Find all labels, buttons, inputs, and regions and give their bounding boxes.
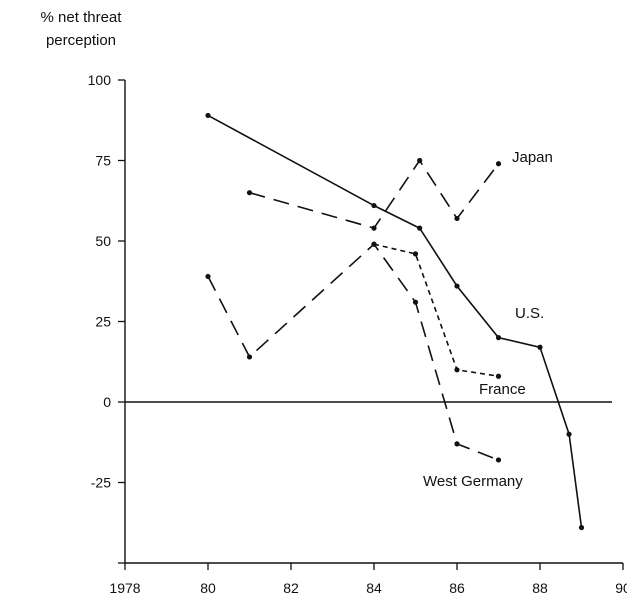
data-point-france [412,251,419,257]
data-point-west-germany [371,241,377,247]
data-point-france [454,367,460,373]
data-point-u-s [495,335,502,341]
data-point-japan [417,157,423,164]
data-point-france [495,373,502,379]
data-point-u-s [205,112,211,119]
data-point-west-germany [205,273,211,280]
y-tick-label: 0 [103,394,111,410]
data-point-west-germany [495,457,502,463]
y-axis-label-text: % net threat perception [40,9,122,49]
series-line-france [373,243,499,377]
data-point-u-s [454,283,460,289]
series-label-u-s: U.S. [515,305,544,322]
y-tick-label: 50 [95,233,111,249]
data-point-u-s [537,344,543,350]
series-label-japan: Japan [512,149,553,166]
data-point-west-germany [454,441,460,447]
data-point-japan [454,215,460,222]
series-label-france: France [479,381,526,398]
x-tick-label: 88 [532,580,548,596]
series-points [205,112,585,531]
data-point-west-germany [412,299,419,305]
data-point-u-s [371,202,377,209]
data-point-japan [495,161,502,167]
y-tick-label: -25 [91,475,111,491]
series-labels: U.S. Japan France West Germany [423,149,553,490]
y-axis-label: % net threat perception [6,6,156,52]
x-tick-label: 1978 [109,580,140,596]
y-tick-label: 25 [95,314,111,330]
x-tick-label: 80 [200,580,216,596]
series-line-west-germany [207,243,499,461]
data-point-japan [246,190,253,196]
data-point-u-s [417,225,423,231]
series-label-west-germany: West Germany [423,473,523,490]
y-tick-label: 100 [88,72,112,88]
data-point-u-s [578,524,585,531]
data-point-japan [371,225,377,231]
x-tick-label: 90 [615,580,627,596]
series-line-u-s [207,114,583,528]
series-line-japan [249,159,500,230]
x-tick-label: 86 [449,580,465,596]
data-point-u-s [566,431,572,437]
x-tick-label: 82 [283,580,299,596]
y-tick-label: 75 [95,153,111,169]
x-tick-label: 84 [366,580,382,596]
axes: 100 75 50 25 0 -25 1978 80 82 84 86 88 90 [88,72,627,596]
data-point-west-germany [246,354,253,360]
